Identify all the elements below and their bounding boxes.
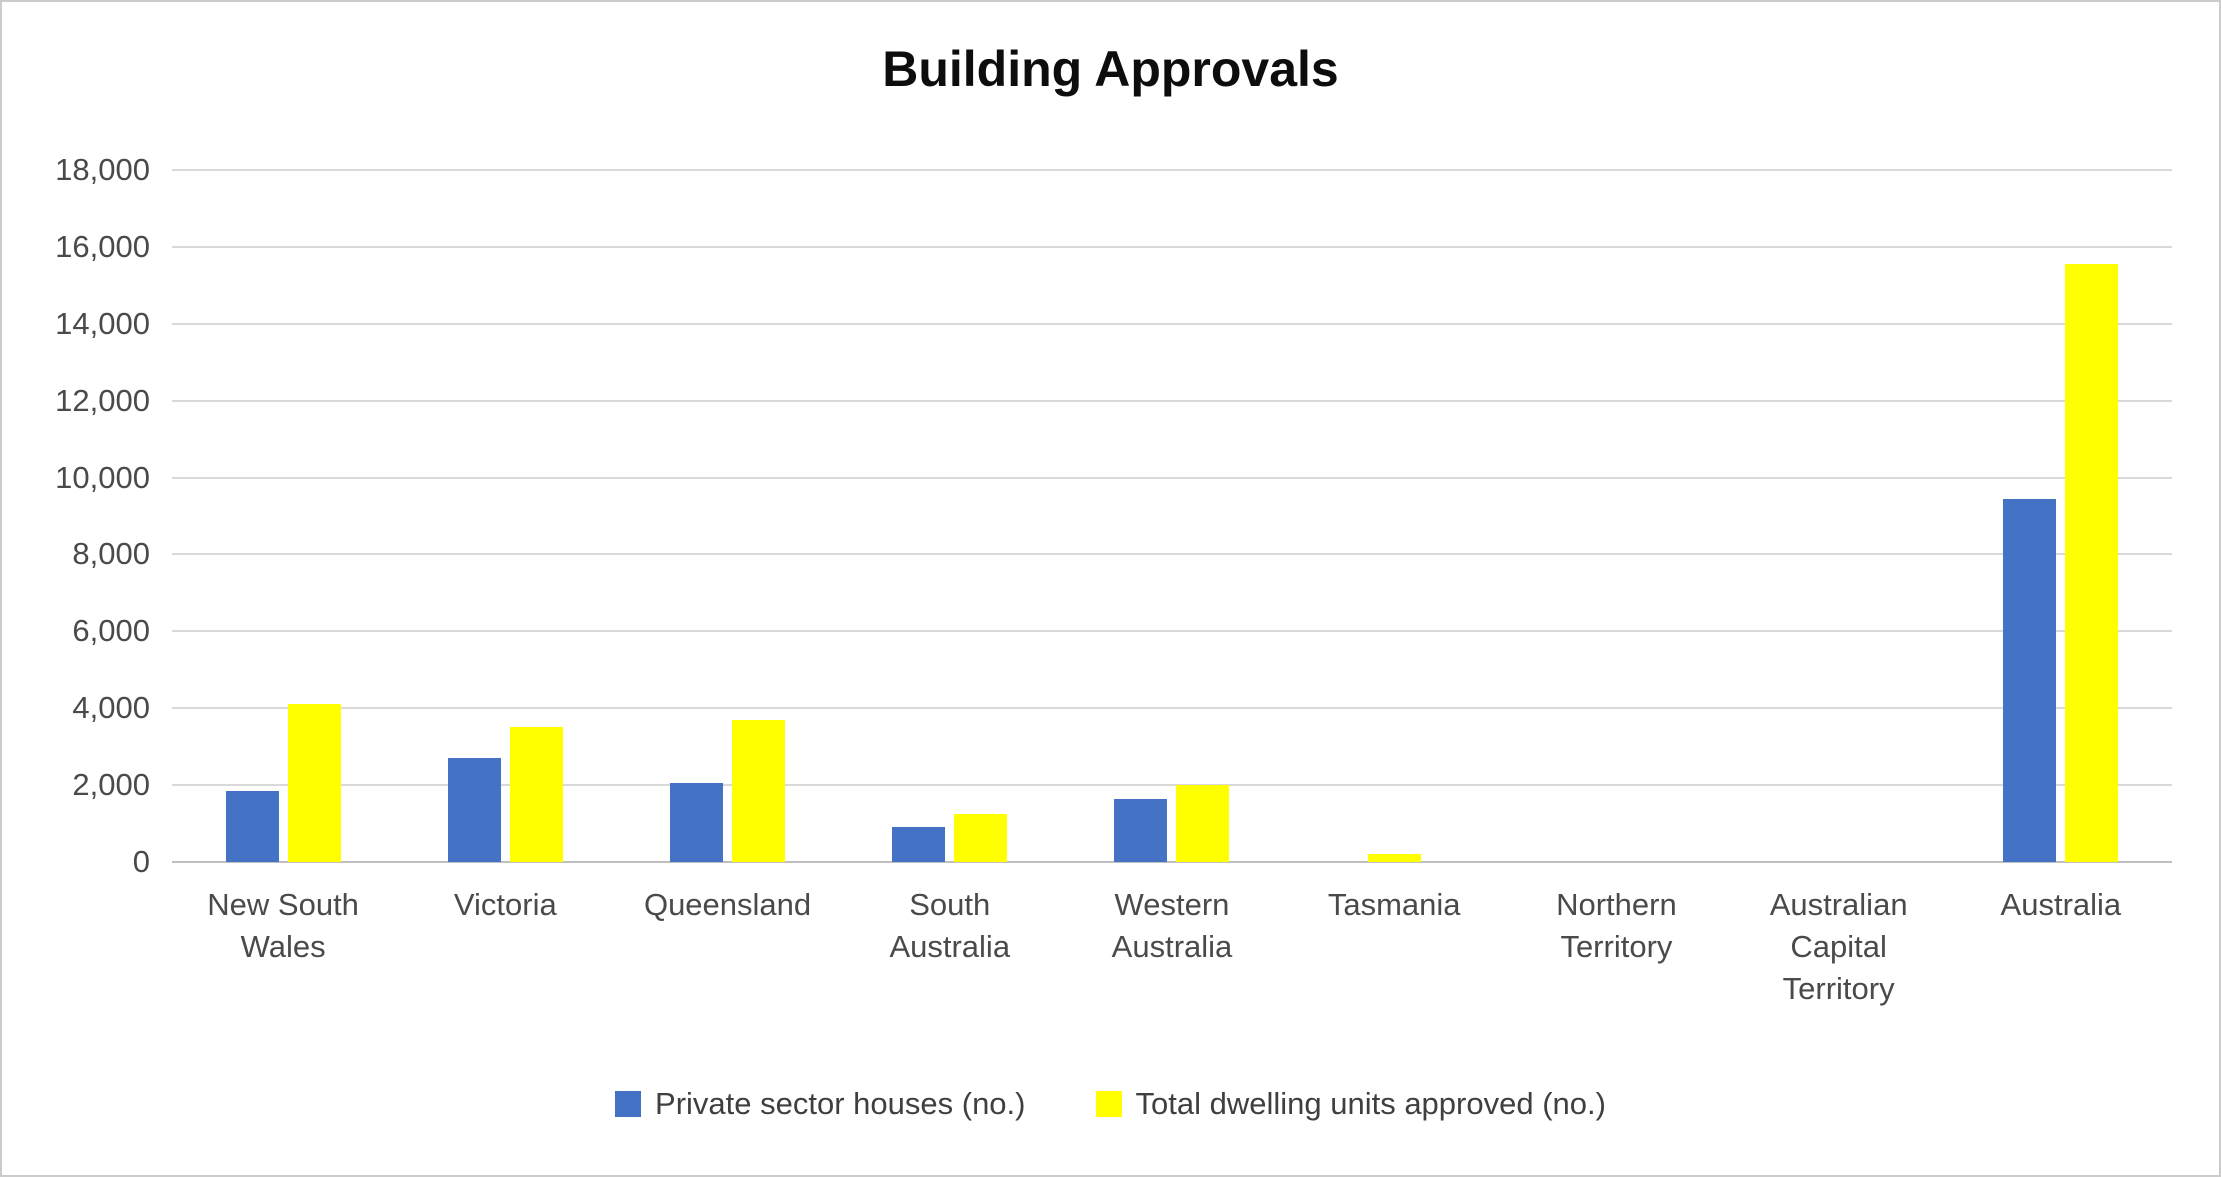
bar-pair	[1505, 170, 1727, 862]
gridline	[172, 476, 2172, 479]
bar-total-dwelling-units	[287, 704, 341, 862]
x-axis-category-label: Queensland	[643, 887, 812, 922]
bar-pair	[172, 170, 394, 862]
bar-total-dwelling-units	[1176, 785, 1230, 862]
bar-total-dwelling-units	[1367, 854, 1421, 862]
legend-label: Private sector houses (no.)	[655, 1086, 1026, 1121]
bar-private-sector-houses	[892, 827, 946, 862]
y-axis-tick-label: 10,000	[55, 459, 150, 495]
x-axis-category-label: Tasmania	[1327, 887, 1461, 922]
legend-label: Total dwelling units approved (no.)	[1135, 1086, 1606, 1121]
legend-swatch-icon	[1095, 1091, 1122, 1117]
gridline	[172, 553, 2172, 556]
legend-item: Total dwelling units approved (no.)	[1095, 1086, 1606, 1122]
legend: Private sector houses (no.) Total dwellin…	[2, 1086, 2219, 1122]
bar-pair	[1061, 170, 1283, 862]
y-axis-tick-label: 8,000	[72, 536, 150, 572]
bar-pair	[1950, 170, 2172, 862]
bar-total-dwelling-units	[509, 727, 563, 862]
x-axis-category-label: South Australia	[889, 887, 1011, 964]
bar-group	[839, 170, 1061, 862]
bar-pair	[616, 170, 838, 862]
bar-group	[1061, 170, 1283, 862]
y-axis-tick-label: 18,000	[55, 152, 150, 187]
x-axis-category-label: Australian Capital Territory	[1769, 887, 1908, 1006]
y-axis-tick-label: 6,000	[72, 613, 150, 649]
gridline	[172, 399, 2172, 402]
x-axis-category-label: New South Wales	[207, 887, 359, 964]
bar-pair	[394, 170, 616, 862]
x-axis-category-label: Northern Territory	[1556, 887, 1677, 964]
bar-group	[1950, 170, 2172, 862]
bar-group	[1728, 170, 1950, 862]
y-axis-tick-label: 14,000	[55, 305, 150, 341]
bar-total-dwelling-units	[732, 720, 786, 862]
bar-pair	[839, 170, 1061, 862]
gridline	[172, 169, 2172, 171]
gridline	[172, 707, 2172, 710]
legend-item: Private sector houses (no.)	[615, 1086, 1026, 1122]
x-axis-category-label: Western Australia	[1111, 887, 1233, 964]
gridline	[172, 630, 2172, 633]
bar-group	[172, 170, 394, 862]
x-axis-category-label: Victoria	[453, 887, 557, 922]
y-axis-tick-label: 2,000	[72, 767, 150, 803]
x-axis-line	[172, 861, 2172, 863]
bar-group	[394, 170, 616, 862]
bar-private-sector-houses	[2003, 499, 2057, 862]
bar-private-sector-houses	[447, 758, 501, 862]
bar-private-sector-houses	[225, 791, 279, 862]
bar-total-dwelling-units	[2065, 264, 2119, 862]
bar-group	[1505, 170, 1727, 862]
plot-area	[172, 169, 2172, 863]
bar-group	[1283, 170, 1505, 862]
bar-private-sector-houses	[1114, 799, 1168, 862]
x-axis: New South Wales Victoria Queensland South A…	[172, 884, 2172, 1010]
y-axis-tick-label: 4,000	[72, 690, 150, 726]
bar-pair	[1283, 170, 1505, 862]
chart-title: Building Approvals	[882, 41, 1339, 97]
bar-private-sector-houses	[670, 783, 724, 862]
gridline	[172, 322, 2172, 325]
bar-total-dwelling-units	[954, 814, 1008, 862]
bar-groups	[172, 170, 2172, 862]
x-axis-category-label: Australia	[2000, 887, 2122, 922]
bar-pair	[1728, 170, 1950, 862]
gridline	[172, 784, 2172, 787]
y-axis-tick-label: 12,000	[55, 382, 150, 418]
y-axis-tick-label: 16,000	[55, 228, 150, 264]
y-axis-tick-label: 0	[132, 844, 150, 879]
bar-group	[616, 170, 838, 862]
gridline	[172, 245, 2172, 248]
legend-swatch-icon	[615, 1091, 642, 1117]
